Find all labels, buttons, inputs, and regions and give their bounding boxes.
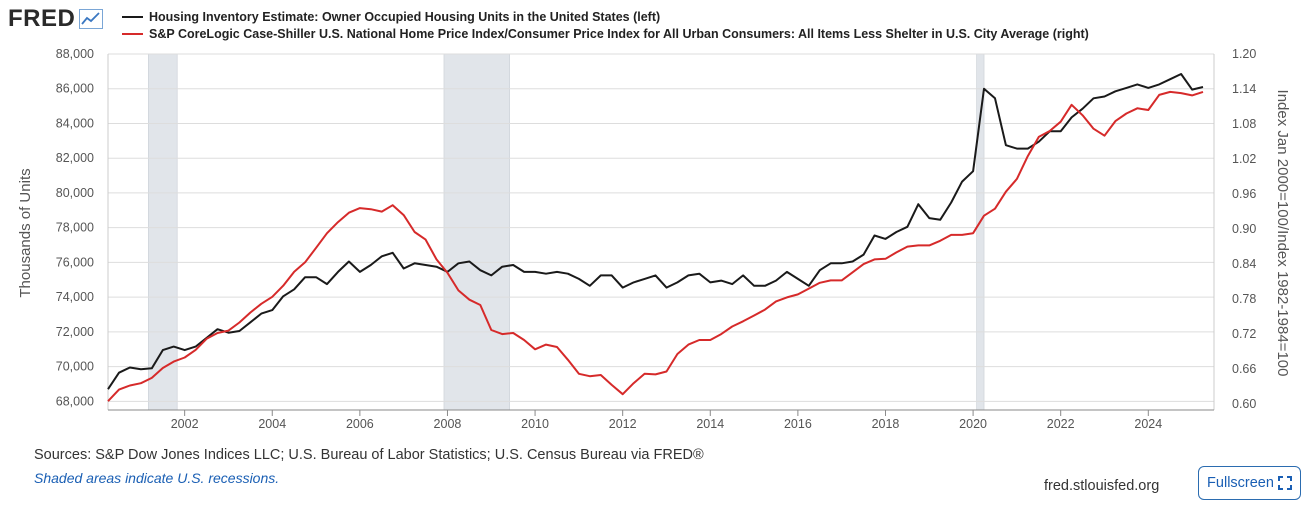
logo-text: FRED <box>8 5 76 32</box>
legend-item-left: Housing Inventory Estimate: Owner Occupi… <box>122 8 1089 25</box>
x-tick-label: 2006 <box>346 417 374 431</box>
series-line-price-index <box>107 90 1204 402</box>
y-right-tick-label: 1.08 <box>1232 117 1256 131</box>
y-right-tick-label: 0.84 <box>1232 257 1256 271</box>
y-right-tick-label: 0.90 <box>1232 222 1256 236</box>
x-axis: 2002 2004 2006 2008 2010 2012 2014 2016 2018 2020… <box>108 409 1214 431</box>
series-line-housing-inventory <box>107 73 1204 390</box>
y-axis-right-title: Index Jan 2000=100/Index 1982-1984=100 <box>1274 90 1291 377</box>
trend-chart-icon <box>79 9 104 29</box>
fullscreen-button[interactable]: Fullscreen <box>1198 466 1301 500</box>
y-left-tick-label: 78,000 <box>56 221 94 235</box>
legend-label-right: S&P CoreLogic Case-Shiller U.S. National… <box>149 26 1089 41</box>
y-axis-left-title: Thousands of Units <box>17 168 34 297</box>
legend-swatch-black <box>122 15 143 18</box>
fred-logo[interactable]: FRED <box>8 4 104 34</box>
x-tick-label: 2016 <box>784 417 812 431</box>
recession-band-2 <box>976 53 985 411</box>
recession-band-0 <box>147 53 178 411</box>
y-right-tick-label: 0.60 <box>1232 397 1256 411</box>
site-link[interactable]: fred.stlouisfed.org <box>1044 478 1160 494</box>
x-tick-label: 2010 <box>521 417 549 431</box>
series-lines <box>107 73 1204 402</box>
fullscreen-label: Fullscreen <box>1207 475 1274 491</box>
y-right-tick-label: 0.72 <box>1232 327 1256 341</box>
x-tick-label: 2008 <box>434 417 462 431</box>
recession-band-1 <box>443 53 510 411</box>
x-tick-label: 2002 <box>171 417 199 431</box>
x-tick-label: 2004 <box>258 417 286 431</box>
y-right-tick-label: 1.14 <box>1232 82 1256 96</box>
legend-label-left: Housing Inventory Estimate: Owner Occupi… <box>149 9 661 24</box>
y-right-tick-label: 1.20 <box>1232 47 1256 61</box>
recession-note: Shaded areas indicate U.S. recessions. <box>34 470 280 486</box>
x-tick-label: 2014 <box>696 417 724 431</box>
y-left-tick-label: 88,000 <box>56 47 94 61</box>
sources-text: Sources: S&P Dow Jones Indices LLC; U.S.… <box>34 447 704 463</box>
x-tick-label: 2022 <box>1047 417 1075 431</box>
y-right-tick-label: 0.96 <box>1232 187 1256 201</box>
y-left-tick-label: 76,000 <box>56 255 94 269</box>
legend-swatch-red <box>122 32 143 35</box>
chart-area: 68,000 70,000 72,000 74,000 76,000 78,000 80,0… <box>17 47 1291 431</box>
y-left-tick-label: 72,000 <box>56 325 94 339</box>
y-left-tick-label: 80,000 <box>56 186 94 200</box>
y-left-tick-label: 86,000 <box>56 82 94 96</box>
legend: Housing Inventory Estimate: Owner Occupi… <box>122 8 1089 42</box>
y-left-tick-label: 84,000 <box>56 116 94 130</box>
y-left-tick-label: 70,000 <box>56 360 94 374</box>
gridlines <box>107 53 1215 410</box>
x-tick-label: 2012 <box>609 417 637 431</box>
legend-item-right: S&P CoreLogic Case-Shiller U.S. National… <box>122 25 1089 42</box>
x-tick-label: 2020 <box>959 417 987 431</box>
y-right-tick-label: 0.78 <box>1232 292 1256 306</box>
y-right-tick-label: 0.66 <box>1232 362 1256 376</box>
expand-icon <box>1277 476 1292 490</box>
y-left-tick-label: 74,000 <box>56 290 94 304</box>
y-left-tick-label: 68,000 <box>56 394 94 408</box>
x-tick-label: 2018 <box>872 417 900 431</box>
y-right-tick-label: 1.02 <box>1232 152 1256 166</box>
y-axis-right: 0.60 0.66 0.72 0.78 0.84 0.90 0.96 1.02 1.08 1.14… <box>1232 47 1256 411</box>
y-axis-left: 68,000 70,000 72,000 74,000 76,000 78,000 80,0… <box>56 47 94 408</box>
y-left-tick-label: 82,000 <box>56 151 94 165</box>
x-tick-label: 2024 <box>1134 417 1162 431</box>
